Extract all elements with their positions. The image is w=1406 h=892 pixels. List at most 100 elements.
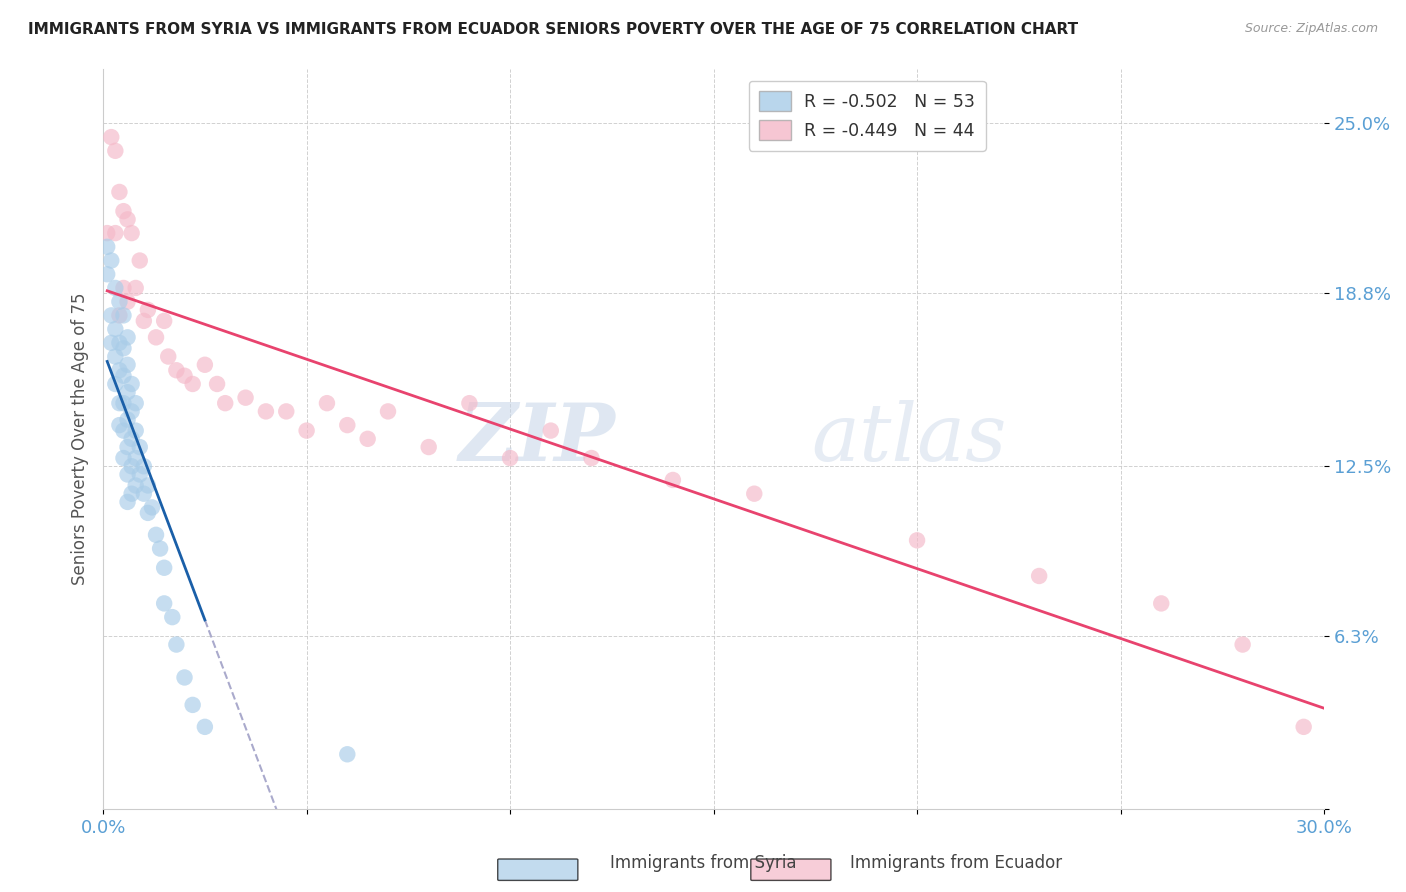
Point: [112, 204, 135, 219]
Point: [125, 396, 148, 410]
Point: [121, 226, 143, 240]
Point: [905, 533, 928, 548]
Point: [162, 610, 184, 624]
Point: [1150, 596, 1173, 610]
Point: [117, 412, 139, 426]
Point: [254, 404, 277, 418]
Point: [141, 500, 163, 515]
Point: [112, 396, 135, 410]
Point: [100, 309, 122, 323]
Point: [316, 396, 339, 410]
Point: [276, 404, 298, 418]
Point: [96, 240, 118, 254]
Point: [104, 144, 127, 158]
Point: [121, 486, 143, 500]
Point: [145, 528, 167, 542]
Point: [117, 212, 139, 227]
Point: [173, 670, 195, 684]
Point: [104, 376, 127, 391]
Point: [132, 486, 155, 500]
Text: IMMIGRANTS FROM SYRIA VS IMMIGRANTS FROM ECUADOR SENIORS POVERTY OVER THE AGE OF: IMMIGRANTS FROM SYRIA VS IMMIGRANTS FROM…: [28, 22, 1078, 37]
Point: [117, 467, 139, 482]
Point: [157, 350, 180, 364]
Point: [336, 418, 359, 433]
Point: [295, 424, 318, 438]
Point: [540, 424, 562, 438]
Y-axis label: Seniors Poverty Over the Age of 75: Seniors Poverty Over the Age of 75: [72, 293, 89, 585]
Point: [117, 358, 139, 372]
Point: [1292, 720, 1315, 734]
Point: [153, 560, 176, 574]
Text: ZIP: ZIP: [458, 401, 616, 477]
Point: [458, 396, 481, 410]
Point: [136, 302, 159, 317]
Point: [128, 440, 150, 454]
Point: [104, 322, 127, 336]
Point: [108, 309, 131, 323]
Point: [499, 450, 522, 465]
Point: [1232, 638, 1254, 652]
Point: [108, 185, 131, 199]
Point: [153, 596, 176, 610]
Point: [214, 396, 236, 410]
Point: [136, 478, 159, 492]
Point: [112, 424, 135, 438]
Point: [96, 226, 118, 240]
Point: [356, 432, 378, 446]
Text: Immigrants from Ecuador: Immigrants from Ecuador: [851, 855, 1062, 872]
Point: [117, 294, 139, 309]
Point: [121, 376, 143, 391]
Point: [117, 330, 139, 344]
Point: [165, 638, 187, 652]
Point: [132, 314, 155, 328]
Point: [336, 747, 359, 762]
Point: [112, 450, 135, 465]
Point: [112, 341, 135, 355]
Text: atlas: atlas: [811, 401, 1007, 477]
Point: [205, 376, 228, 391]
Text: Source: ZipAtlas.com: Source: ZipAtlas.com: [1244, 22, 1378, 36]
Point: [742, 486, 765, 500]
Point: [181, 376, 204, 391]
Point: [173, 368, 195, 383]
Point: [112, 281, 135, 295]
Point: [104, 350, 127, 364]
Point: [121, 404, 143, 418]
Point: [1028, 569, 1050, 583]
Point: [121, 459, 143, 474]
Point: [112, 309, 135, 323]
Point: [153, 314, 176, 328]
Legend: R = -0.502   N = 53, R = -0.449   N = 44: R = -0.502 N = 53, R = -0.449 N = 44: [749, 81, 986, 151]
Point: [125, 450, 148, 465]
Point: [117, 440, 139, 454]
Point: [100, 130, 122, 145]
Text: Immigrants from Syria: Immigrants from Syria: [610, 855, 796, 872]
Point: [145, 330, 167, 344]
Point: [108, 418, 131, 433]
Point: [581, 450, 603, 465]
Point: [108, 363, 131, 377]
Point: [125, 281, 148, 295]
Point: [194, 720, 217, 734]
Point: [194, 358, 217, 372]
Point: [108, 396, 131, 410]
Point: [136, 506, 159, 520]
Point: [149, 541, 172, 556]
Point: [377, 404, 399, 418]
Point: [108, 335, 131, 350]
Point: [117, 495, 139, 509]
Point: [132, 459, 155, 474]
Point: [125, 424, 148, 438]
Point: [125, 478, 148, 492]
Point: [100, 335, 122, 350]
Point: [112, 368, 135, 383]
Point: [181, 698, 204, 712]
Point: [117, 385, 139, 400]
Point: [418, 440, 440, 454]
Point: [128, 253, 150, 268]
Point: [96, 267, 118, 281]
Point: [121, 432, 143, 446]
Point: [104, 226, 127, 240]
Point: [104, 281, 127, 295]
Point: [100, 253, 122, 268]
